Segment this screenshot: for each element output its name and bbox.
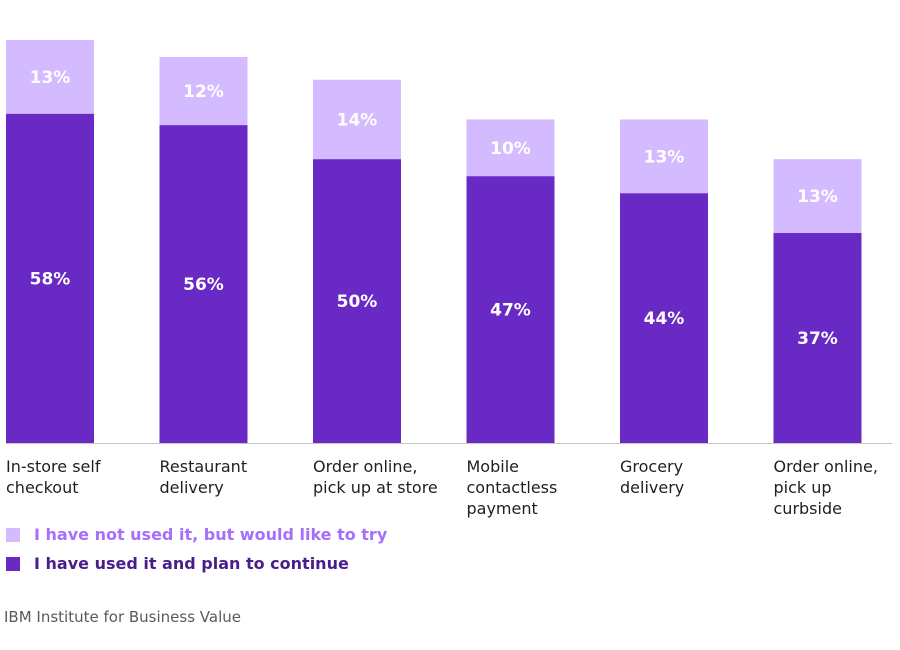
category-label-1-line-0: Restaurant: [160, 457, 248, 476]
data-label-used-and-continue-1: 56%: [183, 275, 224, 295]
bar-used-and-continue-2: [313, 159, 401, 443]
bar-used-and-continue-3: [466, 176, 555, 444]
data-label-would-like-to-try-4: 13%: [644, 147, 685, 167]
stacked-bar-chart: 13% 58% In-store self checkout 12% 56% Restaur…: [6, 40, 892, 518]
bar-would-like-to-try-3: [466, 119, 555, 177]
category-label-5-line-2: curbside: [774, 499, 842, 518]
source-note: IBM Institute for Business Value: [4, 608, 241, 626]
data-label-used-and-continue-3: 47%: [490, 301, 531, 321]
bar-used-and-continue-5: [773, 232, 862, 443]
category-label-2-line-0: Order online,: [313, 457, 417, 476]
bar-would-like-to-try-2: [313, 79, 401, 160]
bar-used-and-continue-4: [620, 193, 708, 443]
data-label-would-like-to-try-1: 12%: [183, 82, 224, 102]
legend-swatch-used-and-continue: [6, 556, 20, 571]
legend-item-would-like-to-try: I have not used it, but would like to tr…: [6, 520, 387, 549]
bar-would-like-to-try-1: [159, 57, 248, 126]
category-label-2-line-1: pick up at store: [313, 478, 438, 497]
data-label-used-and-continue-5: 37%: [797, 329, 838, 349]
category-label-1-line-1: delivery: [160, 478, 224, 497]
data-label-used-and-continue-4: 44%: [644, 309, 685, 329]
legend: I have not used it, but would like to tr…: [6, 520, 387, 578]
bar-used-and-continue-0: [6, 113, 94, 444]
legend-label-used-and-continue: I have used it and plan to continue: [34, 554, 349, 573]
data-label-would-like-to-try-0: 13%: [30, 68, 71, 88]
bar-would-like-to-try-4: [620, 119, 708, 194]
data-label-used-and-continue-0: 58%: [30, 269, 71, 289]
data-label-would-like-to-try-3: 10%: [490, 139, 531, 159]
category-label-5-line-0: Order online,: [774, 457, 878, 476]
category-label-4-line-1: delivery: [620, 478, 684, 497]
data-label-would-like-to-try-5: 13%: [797, 187, 838, 207]
data-label-used-and-continue-2: 50%: [337, 292, 378, 312]
category-label-4-line-0: Grocery: [620, 457, 683, 476]
category-label-3-line-2: payment: [467, 499, 538, 518]
category-label-3-line-1: contactless: [467, 478, 558, 497]
bar-used-and-continue-1: [159, 125, 248, 444]
category-label-3-line-0: Mobile: [467, 457, 519, 476]
category-label-5-line-1: pick up: [774, 478, 832, 497]
data-label-would-like-to-try-2: 14%: [337, 110, 378, 130]
legend-item-used-and-continue: I have used it and plan to continue: [6, 549, 387, 578]
category-label-0-line-0: In-store self: [6, 457, 101, 476]
legend-label-would-like-to-try: I have not used it, but would like to tr…: [34, 525, 388, 544]
category-label-0-line-1: checkout: [6, 478, 78, 497]
bar-would-like-to-try-5: [773, 159, 862, 233]
legend-swatch-would-like-to-try: [6, 527, 20, 542]
bar-would-like-to-try-0: [6, 40, 94, 114]
